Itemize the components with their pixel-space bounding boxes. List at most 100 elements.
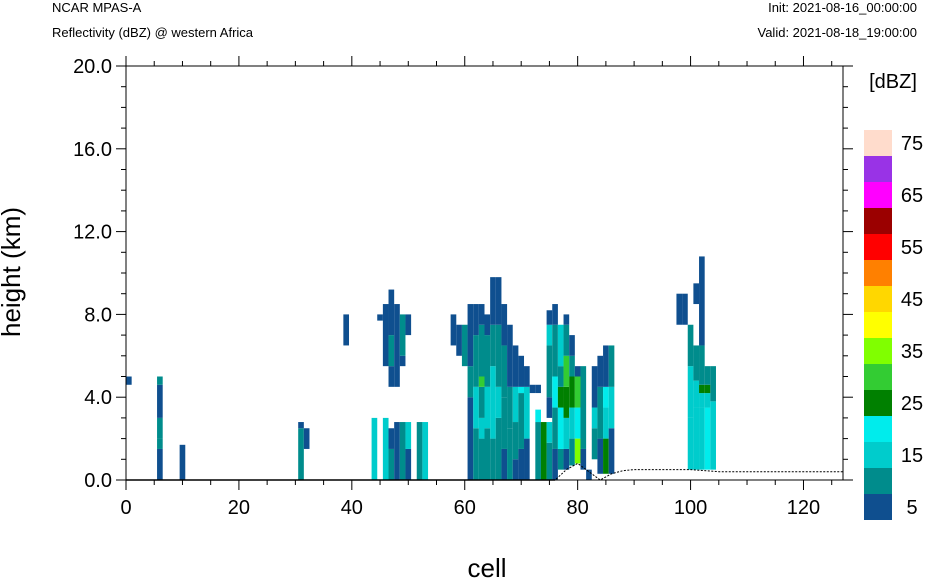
reflectivity-cell [303,428,310,449]
colorbar-swatch [864,156,892,182]
reflectivity-cell [557,407,564,449]
reflectivity-cell [563,417,570,449]
reflectivity-cell [563,448,570,470]
reflectivity-cell [416,422,423,480]
reflectivity-cell [710,401,716,470]
reflectivity-cell [580,448,587,470]
reflectivity-cell [518,386,525,394]
reflectivity-cell [563,386,570,418]
reflectivity-cell [478,417,485,439]
reflectivity-cell [399,355,406,367]
reflectivity-cell [693,407,700,470]
reflectivity-cell [552,407,558,449]
reflectivity-cell [546,345,553,398]
reflectivity-cell [518,355,525,387]
reflectivity-cell [478,376,485,387]
reflectivity-cell [524,366,530,387]
colorbar-swatch [864,130,892,156]
colorbar-swatch [864,208,892,234]
reflectivity-cell [552,448,558,480]
reflectivity-cell [603,407,609,439]
reflectivity-cell [495,277,502,325]
reflectivity-cell [478,304,485,325]
reflectivity-cell [557,448,564,470]
reflectivity-cell [569,355,575,377]
field-title: Reflectivity (dBZ) @ western Africa [52,25,254,40]
reflectivity-cell [710,366,716,402]
reflectivity-cell [552,376,558,408]
reflectivity-cell [399,422,406,480]
reflectivity-cell [569,438,575,466]
reflectivity-cell [382,417,389,480]
reflectivity-cell [501,448,508,480]
reflectivity-cell [467,397,474,480]
y-tick-label: 12.0 [73,222,112,244]
reflectivity-cell [405,448,412,480]
reflectivity-cell [473,428,479,480]
colorbar-label: 15 [901,445,923,467]
colorbar-label: 75 [901,133,923,155]
valid-time: Valid: 2021-08-18_19:00:00 [757,25,918,40]
colorbar-unit: [dBZ] [869,71,917,93]
reflectivity-cell [473,335,479,387]
reflectivity-cell [371,417,378,480]
reflectivity-cell [608,386,615,429]
reflectivity-cell [388,335,395,367]
reflectivity-cell [704,407,711,470]
reflectivity-cell [388,428,395,449]
colorbar-swatch [864,260,892,286]
reflectivity-cell [179,444,186,480]
colorbar-swatch [864,286,892,312]
x-tick-label: 120 [787,497,820,519]
reflectivity-cell [126,376,132,385]
reflectivity-cell [450,314,457,346]
reflectivity-cell [484,335,491,387]
reflectivity-cell [552,304,558,325]
reflectivity-cell [512,345,519,387]
reflectivity-cell [569,407,575,439]
reflectivity-cell [597,386,604,439]
reflectivity-cell [699,407,705,470]
reflectivity-cell [591,366,598,408]
x-tick-label: 20 [228,497,250,519]
reflectivity-cell [382,304,389,367]
reflectivity-cell [693,345,700,381]
reflectivity-cell [704,366,711,385]
reflectivity-cell [535,409,541,423]
reflectivity-cell [399,314,406,356]
reflectivity-cell [490,324,496,367]
x-tick-label: 100 [674,497,707,519]
reflectivity-cell [699,393,705,408]
reflectivity-cell [699,384,705,394]
reflectivity-cell [388,289,395,336]
reflectivity-cell [467,366,474,398]
x-tick-label: 40 [341,497,363,519]
colorbar-label: 65 [901,185,923,207]
colorbar-label: 25 [901,393,923,415]
reflectivity-cell [501,345,508,398]
reflectivity-cell [157,384,163,418]
colorbar-label: 35 [901,341,923,363]
colorbar-swatch [864,182,892,208]
reflectivity-cell [563,324,570,356]
colorbar-swatch [864,442,892,468]
reflectivity-cell [518,448,525,480]
reflectivity-cell [569,376,575,408]
reflectivity-cell [507,428,513,480]
y-tick-label: 20.0 [73,56,112,78]
colorbar-swatch [864,416,892,442]
reflectivity-cell [343,314,350,346]
source-title: NCAR MPAS-A [52,0,142,15]
y-axis: 0.0 4.0 8.0 12.0 16.0 20.0 [73,56,853,492]
reflectivity-cell [388,448,395,480]
reflectivity-cell [569,335,575,356]
reflectivity-cell [157,438,163,449]
reflectivity-cell [157,376,163,385]
reflectivity-cell [157,417,163,439]
reflectivity-cell [687,417,694,470]
reflectivity-cell [546,442,553,480]
reflectivity-cell [524,386,530,439]
reflectivity-cell [704,393,711,408]
reflectivity-cell [394,422,400,480]
reflectivity-cell [377,314,383,321]
